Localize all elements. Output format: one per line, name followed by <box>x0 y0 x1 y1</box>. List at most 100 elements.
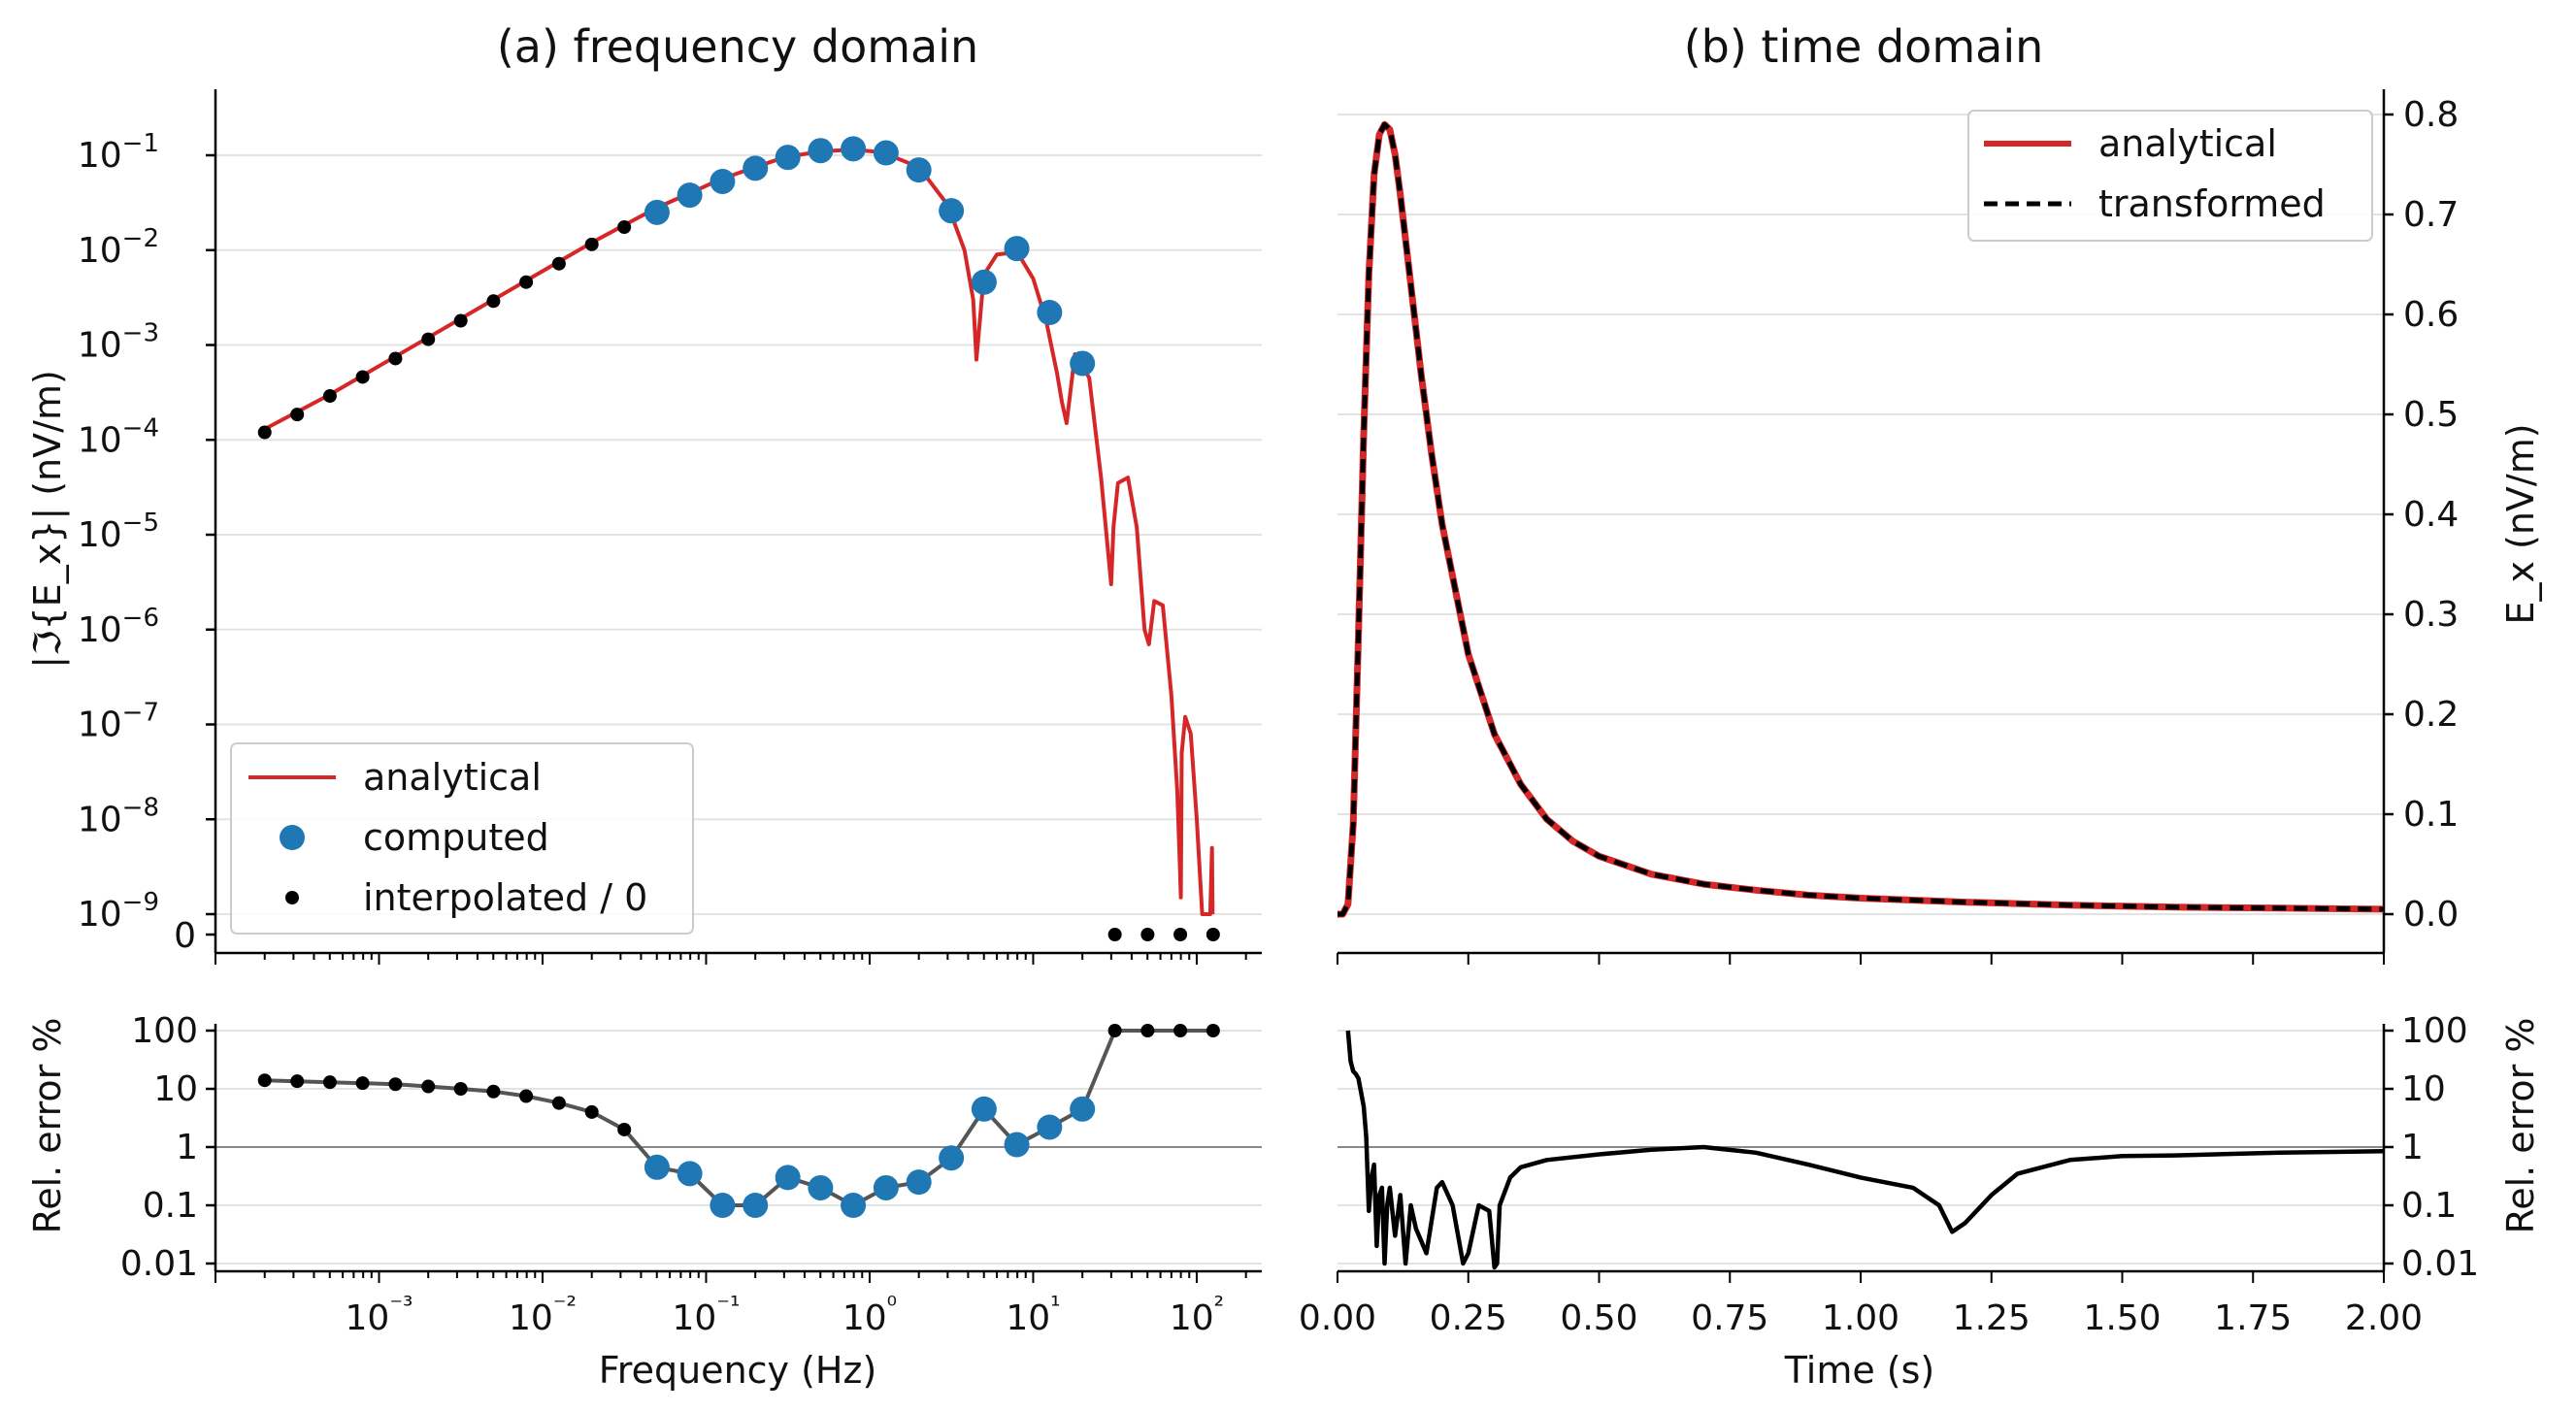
x-tick-label: 1.25 <box>1953 1298 2031 1338</box>
computed-point <box>873 140 899 166</box>
panel-b-ylabel: E_x (nV/m) <box>2499 423 2542 624</box>
computed-point <box>775 145 801 171</box>
panel-b-xlabel: Time (s) <box>1784 1349 1935 1392</box>
panel-a-xlabel: Frequency (Hz) <box>599 1349 877 1392</box>
x-tick-label: 10⁻¹ <box>672 1292 740 1338</box>
y-tick-label: 0 <box>174 916 196 956</box>
error-line <box>1345 1030 2385 1270</box>
error-interpolated-point <box>1205 1024 1220 1037</box>
x-tick-label: 0.75 <box>1691 1298 1768 1338</box>
legend-computed-swatch <box>280 825 305 850</box>
computed-point <box>1004 236 1030 262</box>
interpolated-point <box>1173 928 1188 941</box>
x-tick-label: 1.00 <box>1822 1298 1899 1338</box>
y-tick-label: 0.01 <box>2401 1244 2479 1284</box>
x-tick-label: 10¹ <box>1006 1292 1060 1338</box>
y-tick-label: 10−6 <box>78 604 159 650</box>
y-tick-label: 0.8 <box>2403 95 2459 135</box>
error-interpolated-point <box>453 1082 468 1096</box>
interpolated-point <box>322 389 337 404</box>
x-tick-label: 10⁻² <box>509 1292 577 1338</box>
error-computed-point <box>1070 1096 1096 1122</box>
analytical-line <box>1338 120 2385 918</box>
y-tick-label: 10−3 <box>78 319 159 366</box>
x-tick-label: 0.00 <box>1299 1298 1376 1338</box>
computed-point <box>677 182 703 209</box>
computed-point <box>808 138 834 164</box>
interpolated-point <box>257 425 272 440</box>
error-interpolated-point <box>421 1079 436 1094</box>
y-tick-label: 10−8 <box>78 793 159 839</box>
panel-b-main-plot: 0.0 0.1 0.2 0.3 0.4 0.5 0.6 0.7 0.8 <box>1337 89 2459 965</box>
y-tick-label: 0.7 <box>2403 195 2459 235</box>
y-tick-label: 10 <box>153 1069 198 1109</box>
panel-a-ylabel: |ℑ{E_x}| (nV/m) <box>26 370 70 669</box>
y-tick-label: 0.2 <box>2403 695 2459 735</box>
computed-point <box>644 199 670 225</box>
interpolated-point <box>355 370 370 384</box>
error-interpolated-point <box>388 1077 403 1092</box>
error-computed-point <box>677 1161 703 1187</box>
x-tick-label: 1.75 <box>2214 1298 2292 1338</box>
error-interpolated-point <box>322 1075 337 1090</box>
interpolated-point <box>421 332 436 346</box>
legend-b-analytical-label: analytical <box>2098 122 2277 165</box>
y-tick-label: 10−7 <box>78 699 159 745</box>
error-computed-point <box>906 1169 932 1196</box>
panel-b-err-ylabel: Rel. error % <box>2499 1018 2542 1234</box>
legend-computed-label: computed <box>363 816 549 859</box>
transformed-line <box>1338 121 2385 917</box>
error-computed-point <box>644 1154 670 1180</box>
panel-b-error-plot: 100 10 1 0.1 0.01 0.00 0.25 0.50 0.75 1.00 1.25 1.5… <box>1299 1011 2479 1338</box>
legend-b-transformed-label: transformed <box>2098 182 2326 225</box>
x-tick-label: 10⁻³ <box>346 1292 413 1338</box>
x-tick-label: 1.50 <box>2083 1298 2161 1338</box>
y-tick-label: 100 <box>131 1011 198 1051</box>
computed-point <box>939 198 965 224</box>
error-interpolated-point <box>584 1104 599 1119</box>
error-interpolated-point <box>486 1084 501 1099</box>
interpolated-point <box>388 351 403 366</box>
y-tick-label: 1 <box>2401 1128 2424 1167</box>
legend-analytical-label: analytical <box>363 756 542 799</box>
y-tick-label: 0.01 <box>120 1244 198 1284</box>
error-computed-point <box>1004 1132 1030 1158</box>
computed-point <box>971 269 997 295</box>
y-tick-label: 0.1 <box>143 1186 198 1226</box>
error-interpolated-point <box>551 1096 566 1110</box>
error-interpolated-point <box>1173 1024 1188 1037</box>
interpolated-point <box>617 219 632 234</box>
y-tick-label: 10−5 <box>78 509 159 555</box>
error-computed-point <box>1037 1114 1063 1140</box>
error-interpolated-point <box>519 1089 534 1103</box>
error-computed-point <box>808 1174 834 1200</box>
y-tick-label: 10 <box>2401 1069 2446 1109</box>
panel-a-err-ylabel: Rel. error % <box>26 1018 69 1234</box>
y-tick-label: 10−2 <box>78 224 159 271</box>
x-tick-label: 10⁰ <box>842 1292 897 1338</box>
x-tick-label: 0.50 <box>1560 1298 1637 1338</box>
x-tick-label: 10² <box>1170 1292 1224 1338</box>
x-tick-label: 0.25 <box>1430 1298 1507 1338</box>
y-tick-label: 0.5 <box>2403 395 2459 435</box>
computed-point <box>906 157 932 183</box>
error-computed-point <box>873 1174 899 1200</box>
computed-point <box>1070 350 1096 377</box>
x-tick-label: 2.00 <box>2345 1298 2423 1338</box>
error-computed-point <box>775 1165 801 1191</box>
error-computed-point <box>841 1193 867 1218</box>
error-interpolated-point <box>1107 1024 1122 1037</box>
panel-a-legend: analytical computed interpolated / 0 <box>230 742 694 935</box>
legend-interpolated-label: interpolated / 0 <box>363 876 647 919</box>
panel-a-main-plot: 10−1 10−2 10−3 10−4 10−5 10−6 10−7 10−8 10−9 0 <box>78 89 1262 965</box>
interpolated-point <box>486 294 501 309</box>
error-interpolated-point <box>617 1122 632 1136</box>
error-computed-point <box>939 1145 965 1171</box>
error-computed-point <box>971 1096 997 1122</box>
y-tick-label: 0.3 <box>2403 595 2459 635</box>
y-tick-label: 1 <box>176 1128 198 1167</box>
y-tick-label: 100 <box>2401 1011 2468 1051</box>
interpolated-point <box>551 256 566 271</box>
panel-b-legend: analytical transformed <box>1967 110 2373 242</box>
